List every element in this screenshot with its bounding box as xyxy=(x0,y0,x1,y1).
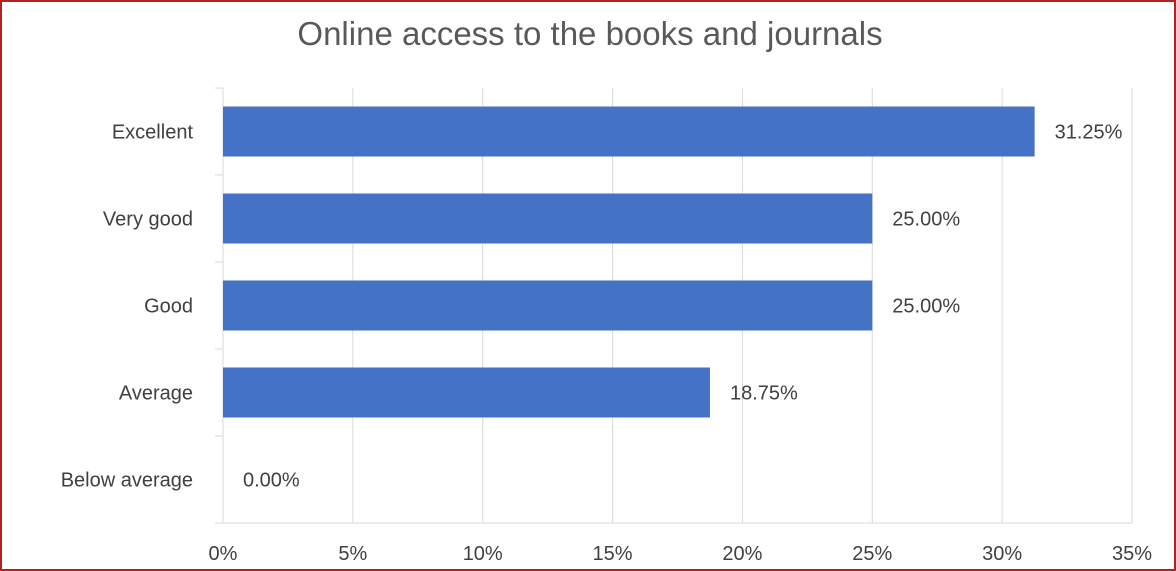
x-tick-label: 10% xyxy=(463,543,503,565)
bar xyxy=(223,280,873,331)
bar xyxy=(223,193,873,244)
x-tick-label: 20% xyxy=(722,543,762,565)
category-labels: Excellent Very good Good Average Below avera… xyxy=(61,122,194,492)
x-tick-labels: 0% 5% 10% 15% 20% 25% 30% 35% xyxy=(209,543,1153,565)
data-label: 25.00% xyxy=(892,296,960,318)
category-label: Below average xyxy=(61,470,193,492)
category-label: Good xyxy=(144,296,193,318)
category-label: Very good xyxy=(103,209,193,231)
bar xyxy=(223,367,710,418)
x-tick-label: 35% xyxy=(1112,543,1152,565)
bars xyxy=(223,106,1035,418)
data-label: 0.00% xyxy=(243,470,300,492)
data-label: 25.00% xyxy=(892,209,960,231)
x-tick-label: 30% xyxy=(982,543,1022,565)
x-tick-label: 15% xyxy=(593,543,633,565)
x-tick-label: 25% xyxy=(852,543,892,565)
x-tick-label: 5% xyxy=(338,543,367,565)
category-label: Average xyxy=(119,383,193,405)
bar xyxy=(223,106,1035,157)
x-tick-label: 0% xyxy=(209,543,238,565)
data-label: 18.75% xyxy=(730,383,798,405)
data-label: 31.25% xyxy=(1055,122,1123,144)
chart-title: Online access to the books and journals xyxy=(297,15,882,52)
category-label: Excellent xyxy=(112,122,194,144)
data-labels: 31.25% 25.00% 25.00% 18.75% 0.00% xyxy=(243,122,1123,492)
